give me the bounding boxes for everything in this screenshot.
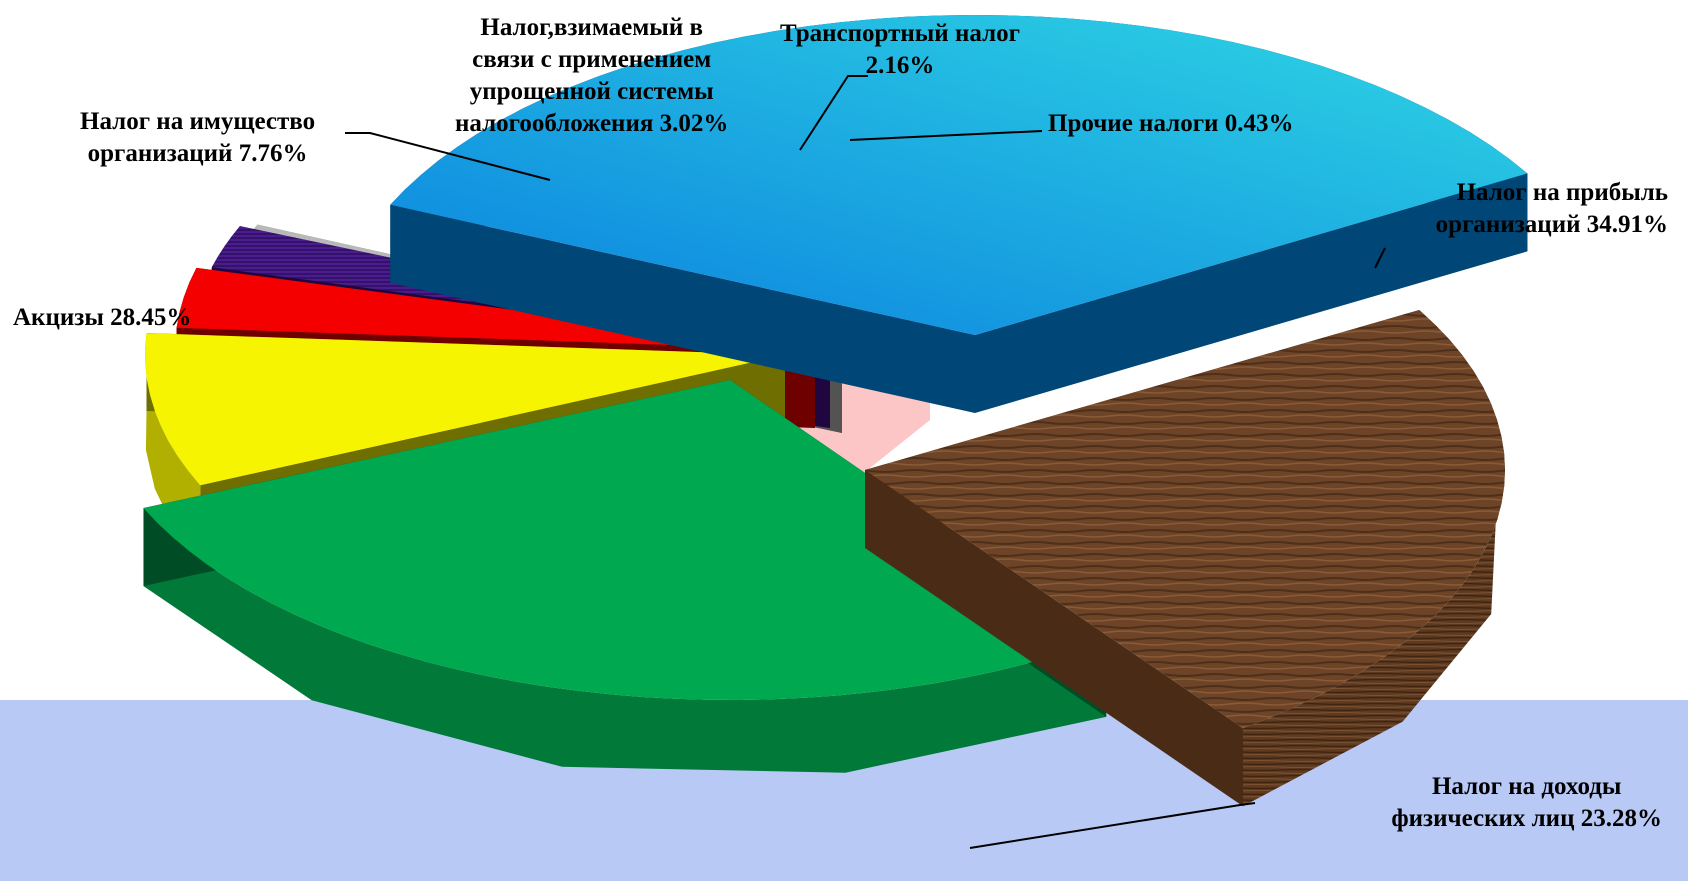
data-label-excise: Акцизы 28.45% <box>13 304 192 331</box>
data-label-simplified-tax: Налог,взимаемый в связи с применением уп… <box>455 14 729 137</box>
leader-line-other-taxes <box>849 130 1043 141</box>
leader-line-property-tax <box>345 132 551 181</box>
data-label-property-tax: Налог на имущество организаций 7.76% <box>80 108 316 167</box>
data-label-personal-income-tax: Налог на доходы физических лиц 23.28% <box>1391 773 1662 832</box>
data-label-transport-tax: Транспортный налог 2.16% <box>780 20 1020 79</box>
leader-line-personal-income-tax <box>969 802 1256 849</box>
slice-profit-tax <box>390 15 1528 413</box>
slice-personal-income-tax <box>865 310 1505 807</box>
leader-line-profit-tax <box>1374 247 1386 269</box>
data-label-other-taxes: Прочие налоги 0.43% <box>1048 110 1294 137</box>
leader-line-transport-tax <box>799 75 868 151</box>
data-label-profit-tax: Налог на прибыль организаций 34.91% <box>1435 179 1668 238</box>
